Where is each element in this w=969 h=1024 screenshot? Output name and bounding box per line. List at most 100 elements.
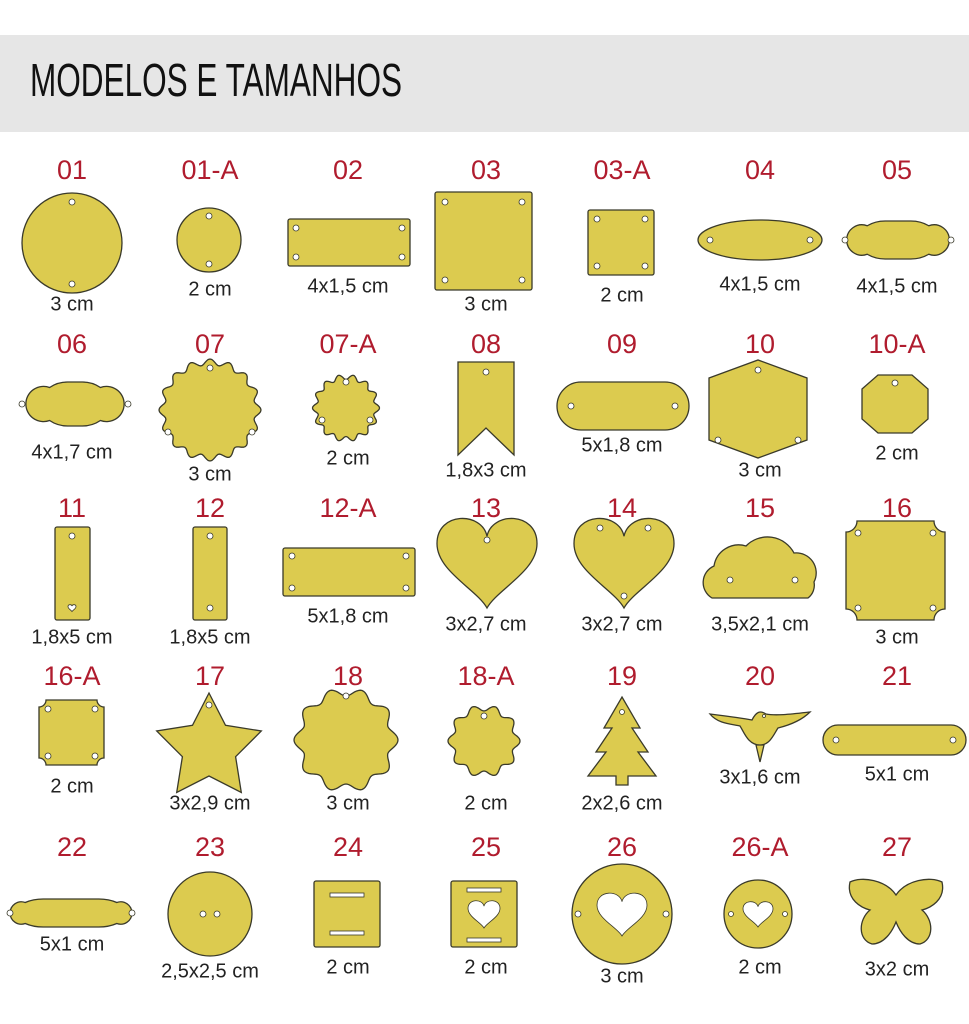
- hole: [292, 253, 300, 261]
- shape: [822, 724, 967, 756]
- hole: [213, 910, 221, 918]
- hole: [398, 253, 406, 261]
- hole: [596, 524, 604, 532]
- hole: [806, 236, 814, 244]
- hole: [929, 604, 937, 612]
- hole: [619, 709, 625, 715]
- hole: [288, 584, 296, 592]
- shape: [457, 361, 515, 457]
- item-size: 2 cm: [738, 956, 781, 978]
- hole: [206, 364, 214, 372]
- item-size: 4x1,5 cm: [719, 273, 800, 295]
- shape: [282, 547, 416, 597]
- item-size: 3 cm: [464, 293, 507, 315]
- shape: [846, 220, 950, 260]
- item-code: 18: [333, 661, 363, 691]
- item-code: 14: [607, 493, 637, 523]
- item-size: 3 cm: [188, 463, 231, 485]
- item-code: 11: [58, 493, 86, 523]
- hole: [662, 910, 670, 918]
- item-size: 3 cm: [875, 626, 918, 648]
- hole: [329, 892, 365, 898]
- shape: [586, 695, 658, 786]
- hole: [891, 379, 899, 387]
- shape: [21, 192, 123, 294]
- item-code: 09: [607, 329, 637, 359]
- item-code: 20: [745, 661, 775, 691]
- hole: [124, 400, 132, 408]
- item-size: 5x1 cm: [40, 933, 104, 955]
- item-size: 4x1,7 cm: [31, 441, 112, 463]
- shape: [861, 374, 929, 434]
- shape: [848, 878, 944, 945]
- hole: [398, 224, 406, 232]
- hole: [728, 911, 734, 917]
- hole: [329, 930, 365, 936]
- hole: [205, 701, 213, 709]
- hole: [205, 212, 213, 220]
- hole: [248, 428, 256, 436]
- hole: [206, 532, 214, 540]
- hole: [620, 592, 628, 600]
- item-code: 13: [471, 493, 501, 523]
- item-code: 01: [57, 155, 87, 185]
- item-code: 10: [745, 329, 775, 359]
- item-size: 3 cm: [600, 965, 643, 987]
- hole: [762, 714, 766, 718]
- hole: [164, 428, 172, 436]
- hole: [644, 524, 652, 532]
- item-code: 21: [882, 661, 912, 691]
- hole: [518, 198, 526, 206]
- hole: [714, 436, 722, 444]
- item-code: 16-A: [43, 661, 100, 691]
- shape: [176, 207, 242, 273]
- item-size: 3x2 cm: [865, 958, 929, 980]
- hole: [441, 198, 449, 206]
- hole: [641, 262, 649, 270]
- hole: [466, 887, 502, 893]
- hole: [205, 260, 213, 268]
- hole: [67, 604, 77, 613]
- hole: [318, 416, 326, 424]
- hole: [44, 752, 52, 760]
- item-code: 27: [882, 832, 912, 862]
- item-code: 04: [745, 155, 775, 185]
- shape: [313, 880, 381, 948]
- hole: [641, 215, 649, 223]
- item-size: 3x2,9 cm: [169, 792, 250, 814]
- item-size: 2 cm: [326, 956, 369, 978]
- hole: [402, 584, 410, 592]
- shape: [708, 711, 812, 763]
- hole: [206, 604, 214, 612]
- shape: [434, 191, 533, 291]
- hole: [832, 736, 840, 744]
- item-size: 2 cm: [50, 775, 93, 797]
- hole: [854, 529, 862, 537]
- item-size: 2 cm: [875, 442, 918, 464]
- item-code: 23: [195, 832, 225, 862]
- hole: [402, 552, 410, 560]
- item-code: 26-A: [731, 832, 788, 862]
- hole: [483, 536, 491, 544]
- item-code: 26: [607, 832, 637, 862]
- hole: [482, 368, 490, 376]
- shape: [38, 699, 105, 766]
- hole: [518, 276, 526, 284]
- hole: [68, 280, 76, 288]
- item-code: 12-A: [319, 493, 376, 523]
- shape: [587, 209, 655, 276]
- item-code: 22: [57, 832, 87, 862]
- item-size: 3x2,7 cm: [581, 613, 662, 635]
- hole: [794, 436, 802, 444]
- hole: [466, 937, 502, 943]
- item-size: 2 cm: [464, 956, 507, 978]
- hole: [441, 276, 449, 284]
- shape: [293, 689, 399, 791]
- hole: [68, 532, 76, 540]
- hole: [782, 911, 788, 917]
- item-code: 25: [471, 832, 501, 862]
- shape: [287, 218, 411, 267]
- shape: [702, 536, 817, 599]
- item-code: 02: [333, 155, 363, 185]
- shape: [9, 898, 133, 928]
